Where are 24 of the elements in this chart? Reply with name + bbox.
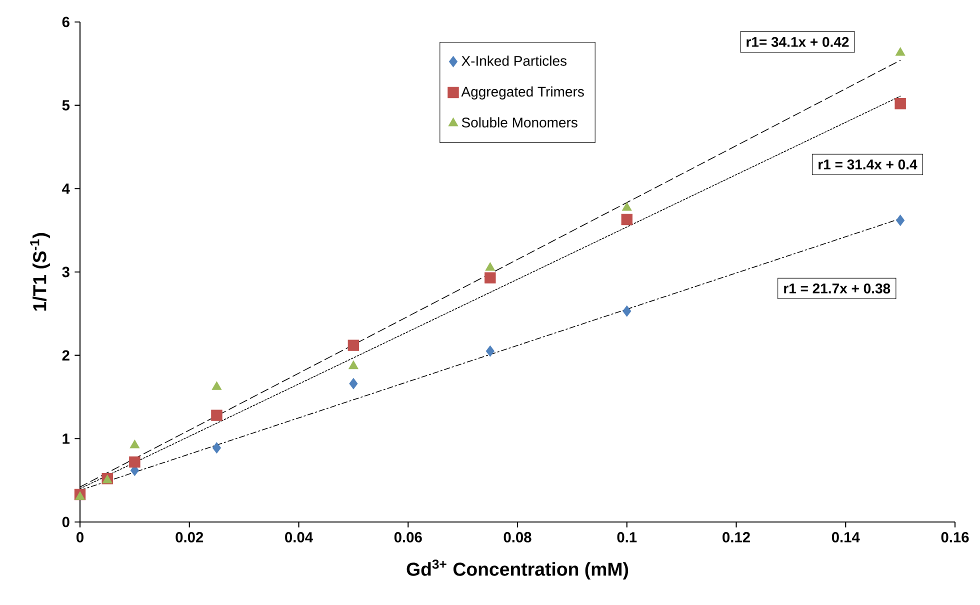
x-tick-label: 0.12 [722,532,750,542]
y-tick-label: 3 [62,266,70,278]
x-tick-label: 0 [76,532,84,542]
y-tick-label: 5 [62,100,70,110]
y-tick-label: 1 [62,434,70,444]
annotation: r1 = 21.7x + 0.38 [784,284,890,294]
legend-label: Aggregated Trimers [461,86,584,100]
x-tick-label: 0.1 [617,532,637,542]
y-tick-label: 6 [62,16,70,28]
x-tick-label: 0.16 [941,532,969,542]
x-tick-label: 0.02 [176,532,204,542]
annotation: r1 = 31.4x + 0.4 [818,160,918,170]
x-axis-title: Gd$^{3+}$ Concentration (mM) [406,560,628,580]
y-tick-label: 2 [62,350,70,360]
x-tick-label: 0.14 [832,532,860,542]
x-tick-label: 0.06 [394,532,422,542]
legend-label: X-Inked Particles [462,56,567,66]
y-tick-label: 0 [62,516,70,528]
y-tick-label: 4 [62,184,70,194]
legend-label: Soluble Monomers [462,117,578,128]
annotation: r1= 34.1x + 0.42 [746,37,849,47]
y-axis-title: 1/T1 (S$^{-1}$) [30,233,50,311]
x-tick-label: 0.08 [504,532,532,542]
x-tick-label: 0.04 [285,532,313,542]
